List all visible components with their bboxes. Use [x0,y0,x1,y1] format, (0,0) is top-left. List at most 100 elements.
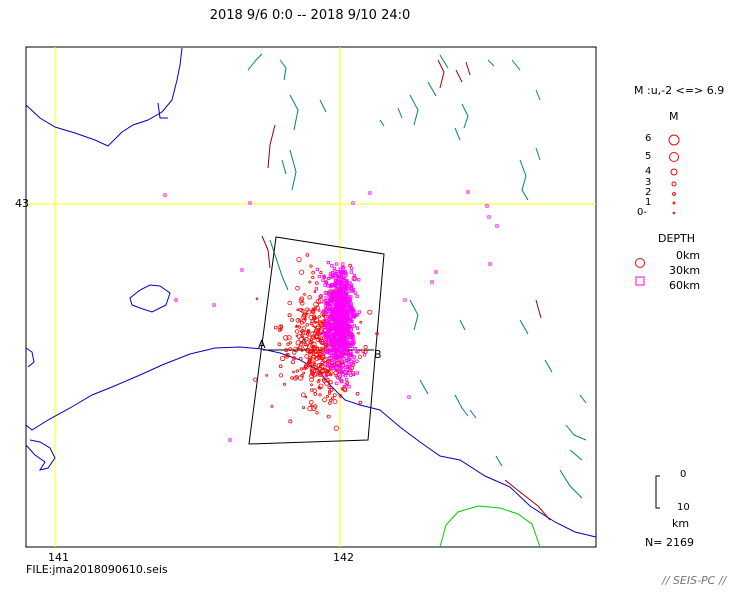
hypocenter-shallow [297,325,302,329]
hypocenter-deep [487,215,491,219]
hypocenter-deep [240,268,244,272]
hypocenter-shallow [305,347,310,353]
hypocenter-shallow [338,394,343,398]
hypocenter-deep [357,310,362,314]
hypocenter-deep [329,284,333,289]
mag-label-1: 1 [645,197,652,208]
hypocenter-shallow [313,290,317,294]
hypocenter-shallow [328,369,334,375]
hypocenter-deep [352,273,357,278]
hypocenter-shallow [302,406,306,410]
hypocenter-shallow [301,313,306,318]
hypocenter-deep [163,193,167,197]
hypocenter-shallow [315,281,319,285]
hypocenter-shallow [313,317,319,323]
hypocenter-deep [331,289,335,294]
hypocenter-shallow [348,263,352,268]
hypocenter-deep [323,333,328,338]
hypocenter-deep [345,348,349,352]
coastline-north-spit [157,102,168,119]
hypocenter-deep [327,291,331,295]
hypocenter-deep [341,333,345,337]
hypocenter-shallow [307,405,313,412]
hypocenter-shallow [302,371,306,375]
hypocenter-deep [466,190,470,194]
hypocenter-deep [337,349,341,353]
hypocenter-deep [314,287,319,291]
hypocenter-shallow [309,363,315,369]
hypocenter-deep [336,346,340,350]
hypocenter-shallow [315,326,321,332]
hypocenter-shallow [310,331,316,337]
hypocenter-shallow [319,270,323,275]
hypocenter-deep [339,273,344,277]
hypocenter-deep [342,385,346,389]
hypocenter-deep [351,342,355,346]
hypocenter-deep [351,333,355,337]
hypocenter-shallow [279,324,283,328]
hypocenter-shallow [287,300,293,306]
hypocenter-shallow [304,366,308,369]
coastline-west-bay [25,347,35,368]
hypocenter-shallow [284,348,289,353]
hypocenter-deep [349,304,353,308]
hypocenter-deep [348,319,353,323]
hypocenter-deep [325,307,329,311]
hypocenter-deep [340,359,345,363]
hypocenter-deep [327,351,332,355]
hypocenter-shallow [332,399,338,405]
hypocenter-deep [348,308,352,312]
hypocenter-shallow [318,350,322,354]
hypocenter-deep [434,270,438,274]
hypocenter-deep [323,362,327,366]
hypocenter-shallow [306,329,311,334]
hypocenter-deep [339,299,343,303]
lon-label-141: 141 [48,551,69,564]
hypocenter-shallow [327,385,331,389]
hypocenter-shallow [295,285,300,291]
hypocenter-shallow [288,341,292,345]
hypocenter-shallow [317,332,322,337]
mag-6-symbol [668,134,680,146]
hypocenter-shallow [299,300,305,306]
hypocenter-deep [324,280,328,284]
hypocenter-deep [326,321,330,325]
hypocenter-deep [326,284,330,288]
depth-label-60: 60km [669,279,701,292]
hypocenter-shallow [328,380,333,385]
hypocenter-deep [349,327,354,332]
hypocenter-shallow [291,356,296,361]
hypocenter-shallow [307,295,312,300]
hypocenter-deep [332,319,337,324]
hypocenter-shallow [292,370,295,374]
mag-3-symbol [671,181,677,187]
hypocenter-shallow [313,328,318,333]
hypocenter-shallow [363,344,368,350]
hypocenter-deep [330,332,334,336]
hypocenter-shallow [311,372,318,378]
hypocenter-deep [327,299,332,304]
hypocenter-deep [495,224,499,228]
hypocenter-deep [351,201,355,205]
hypocenter-deep [339,309,344,313]
hypocenter-shallow [312,347,316,351]
hypocenter-deep [335,332,339,336]
hypocenter-deep [339,344,343,348]
hypocenter-deep [329,323,333,328]
hypocenter-shallow [317,372,323,378]
hypocenter-shallow [290,318,295,322]
hypocenter-shallow [309,388,314,392]
hypocenter-deep [345,344,349,349]
scale-unit: km [672,517,690,530]
hypocenter-deep [353,346,357,351]
hypocenter-deep [315,267,320,272]
hypocenter-deep [329,339,333,343]
coastline-south [25,346,597,538]
hypocenter-deep [350,266,354,270]
hypocenter-deep [332,360,337,364]
hypocenter-shallow [322,377,325,380]
depth-title: DEPTH [658,232,696,245]
hypocenter-shallow [280,355,286,362]
lake-shikotsu [129,284,171,313]
hypocenter-shallow [341,387,345,391]
